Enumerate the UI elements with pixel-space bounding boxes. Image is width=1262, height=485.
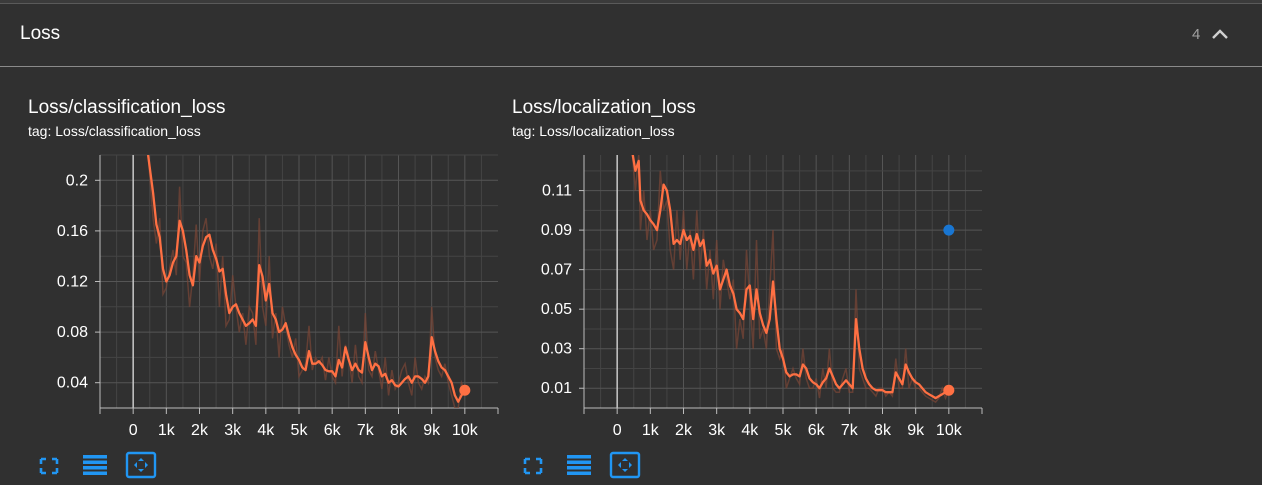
raw-series-line <box>631 155 950 404</box>
x-tick-label: 8k <box>390 422 408 439</box>
last-value-point <box>943 384 955 396</box>
y-tick-label: 0.05 <box>541 301 572 318</box>
smoothed-series-line <box>631 155 950 400</box>
y-tick-label: 0.16 <box>57 223 88 240</box>
x-tick-label: 9k <box>423 422 441 439</box>
y-tick-label: 0.09 <box>541 222 572 239</box>
raw-series-line <box>147 155 466 408</box>
x-tick-label: 4k <box>741 422 759 439</box>
card-group-header[interactable]: Loss 4 <box>0 4 1262 67</box>
chart-title: Loss/localization_loss <box>512 97 696 118</box>
x-tick-label: 9k <box>907 422 925 439</box>
smoothed-series-line <box>146 155 466 403</box>
x-tick-label: 2k <box>675 422 693 439</box>
x-tick-label: 3k <box>224 422 242 439</box>
fit-domain-icon[interactable] <box>608 450 642 480</box>
x-tick-label: 1k <box>158 422 176 439</box>
y-tick-label: 0.08 <box>57 324 88 341</box>
x-tick-label: 7k <box>357 422 375 439</box>
x-tick-label: 6k <box>324 422 342 439</box>
x-tick-label: 10k <box>452 422 479 439</box>
x-tick-label: 8k <box>874 422 892 439</box>
x-tick-label: 0 <box>613 422 622 439</box>
y-tick-label: 0.03 <box>541 341 572 358</box>
fullscreen-icon[interactable] <box>32 450 66 480</box>
x-tick-label: 2k <box>191 422 209 439</box>
fullscreen-icon[interactable] <box>516 450 550 480</box>
chevron-up-icon[interactable] <box>1210 26 1230 42</box>
y-tick-label: 0.11 <box>542 183 572 200</box>
x-tick-label: 3k <box>708 422 726 439</box>
fit-domain-icon[interactable] <box>124 450 158 480</box>
last-value-point <box>459 384 471 396</box>
group-title: Loss <box>20 23 61 44</box>
scalar-card-classification-loss: Loss/classification_loss tag: Loss/class… <box>28 95 508 485</box>
x-tick-label: 4k <box>257 422 275 439</box>
data-table-icon[interactable] <box>562 450 596 480</box>
x-tick-label: 7k <box>841 422 859 439</box>
data-table-icon[interactable] <box>78 450 112 480</box>
x-tick-label: 5k <box>291 422 309 439</box>
chart-plot[interactable]: 0 1k 2k 3k 4k 5k 6k 7k 8k 9k 10k 0.04 0.08 0.12 0.16 0.… <box>28 95 508 440</box>
extra-run-point <box>943 224 955 236</box>
x-tick-label: 10k <box>936 422 963 439</box>
x-tick-label: 1k <box>642 422 660 439</box>
y-tick-label: 0.07 <box>541 262 572 279</box>
x-tick-label: 6k <box>808 422 826 439</box>
chart-tag: tag: Loss/classification_loss <box>28 123 201 139</box>
top-border <box>0 0 1262 4</box>
chart-plot[interactable]: 0 1k 2k 3k 4k 5k 6k 7k 8k 9k 10k 0.01 0.03 0.05 0.07 0.… <box>512 95 992 440</box>
chart-title: Loss/classification_loss <box>28 97 226 118</box>
x-tick-label: 5k <box>775 422 793 439</box>
group-count: 4 <box>1192 26 1201 43</box>
y-tick-label: 0.01 <box>541 380 572 397</box>
y-tick-label: 0.12 <box>57 274 88 291</box>
scalar-card-localization-loss: Loss/localization_loss tag: Loss/localiz… <box>512 95 992 485</box>
x-tick-label: 0 <box>129 422 138 439</box>
y-tick-label: 0.04 <box>57 375 88 392</box>
y-tick-label: 0.2 <box>66 172 88 189</box>
series-group <box>631 155 950 404</box>
series-group <box>146 155 466 408</box>
chart-tag: tag: Loss/localization_loss <box>512 123 675 139</box>
